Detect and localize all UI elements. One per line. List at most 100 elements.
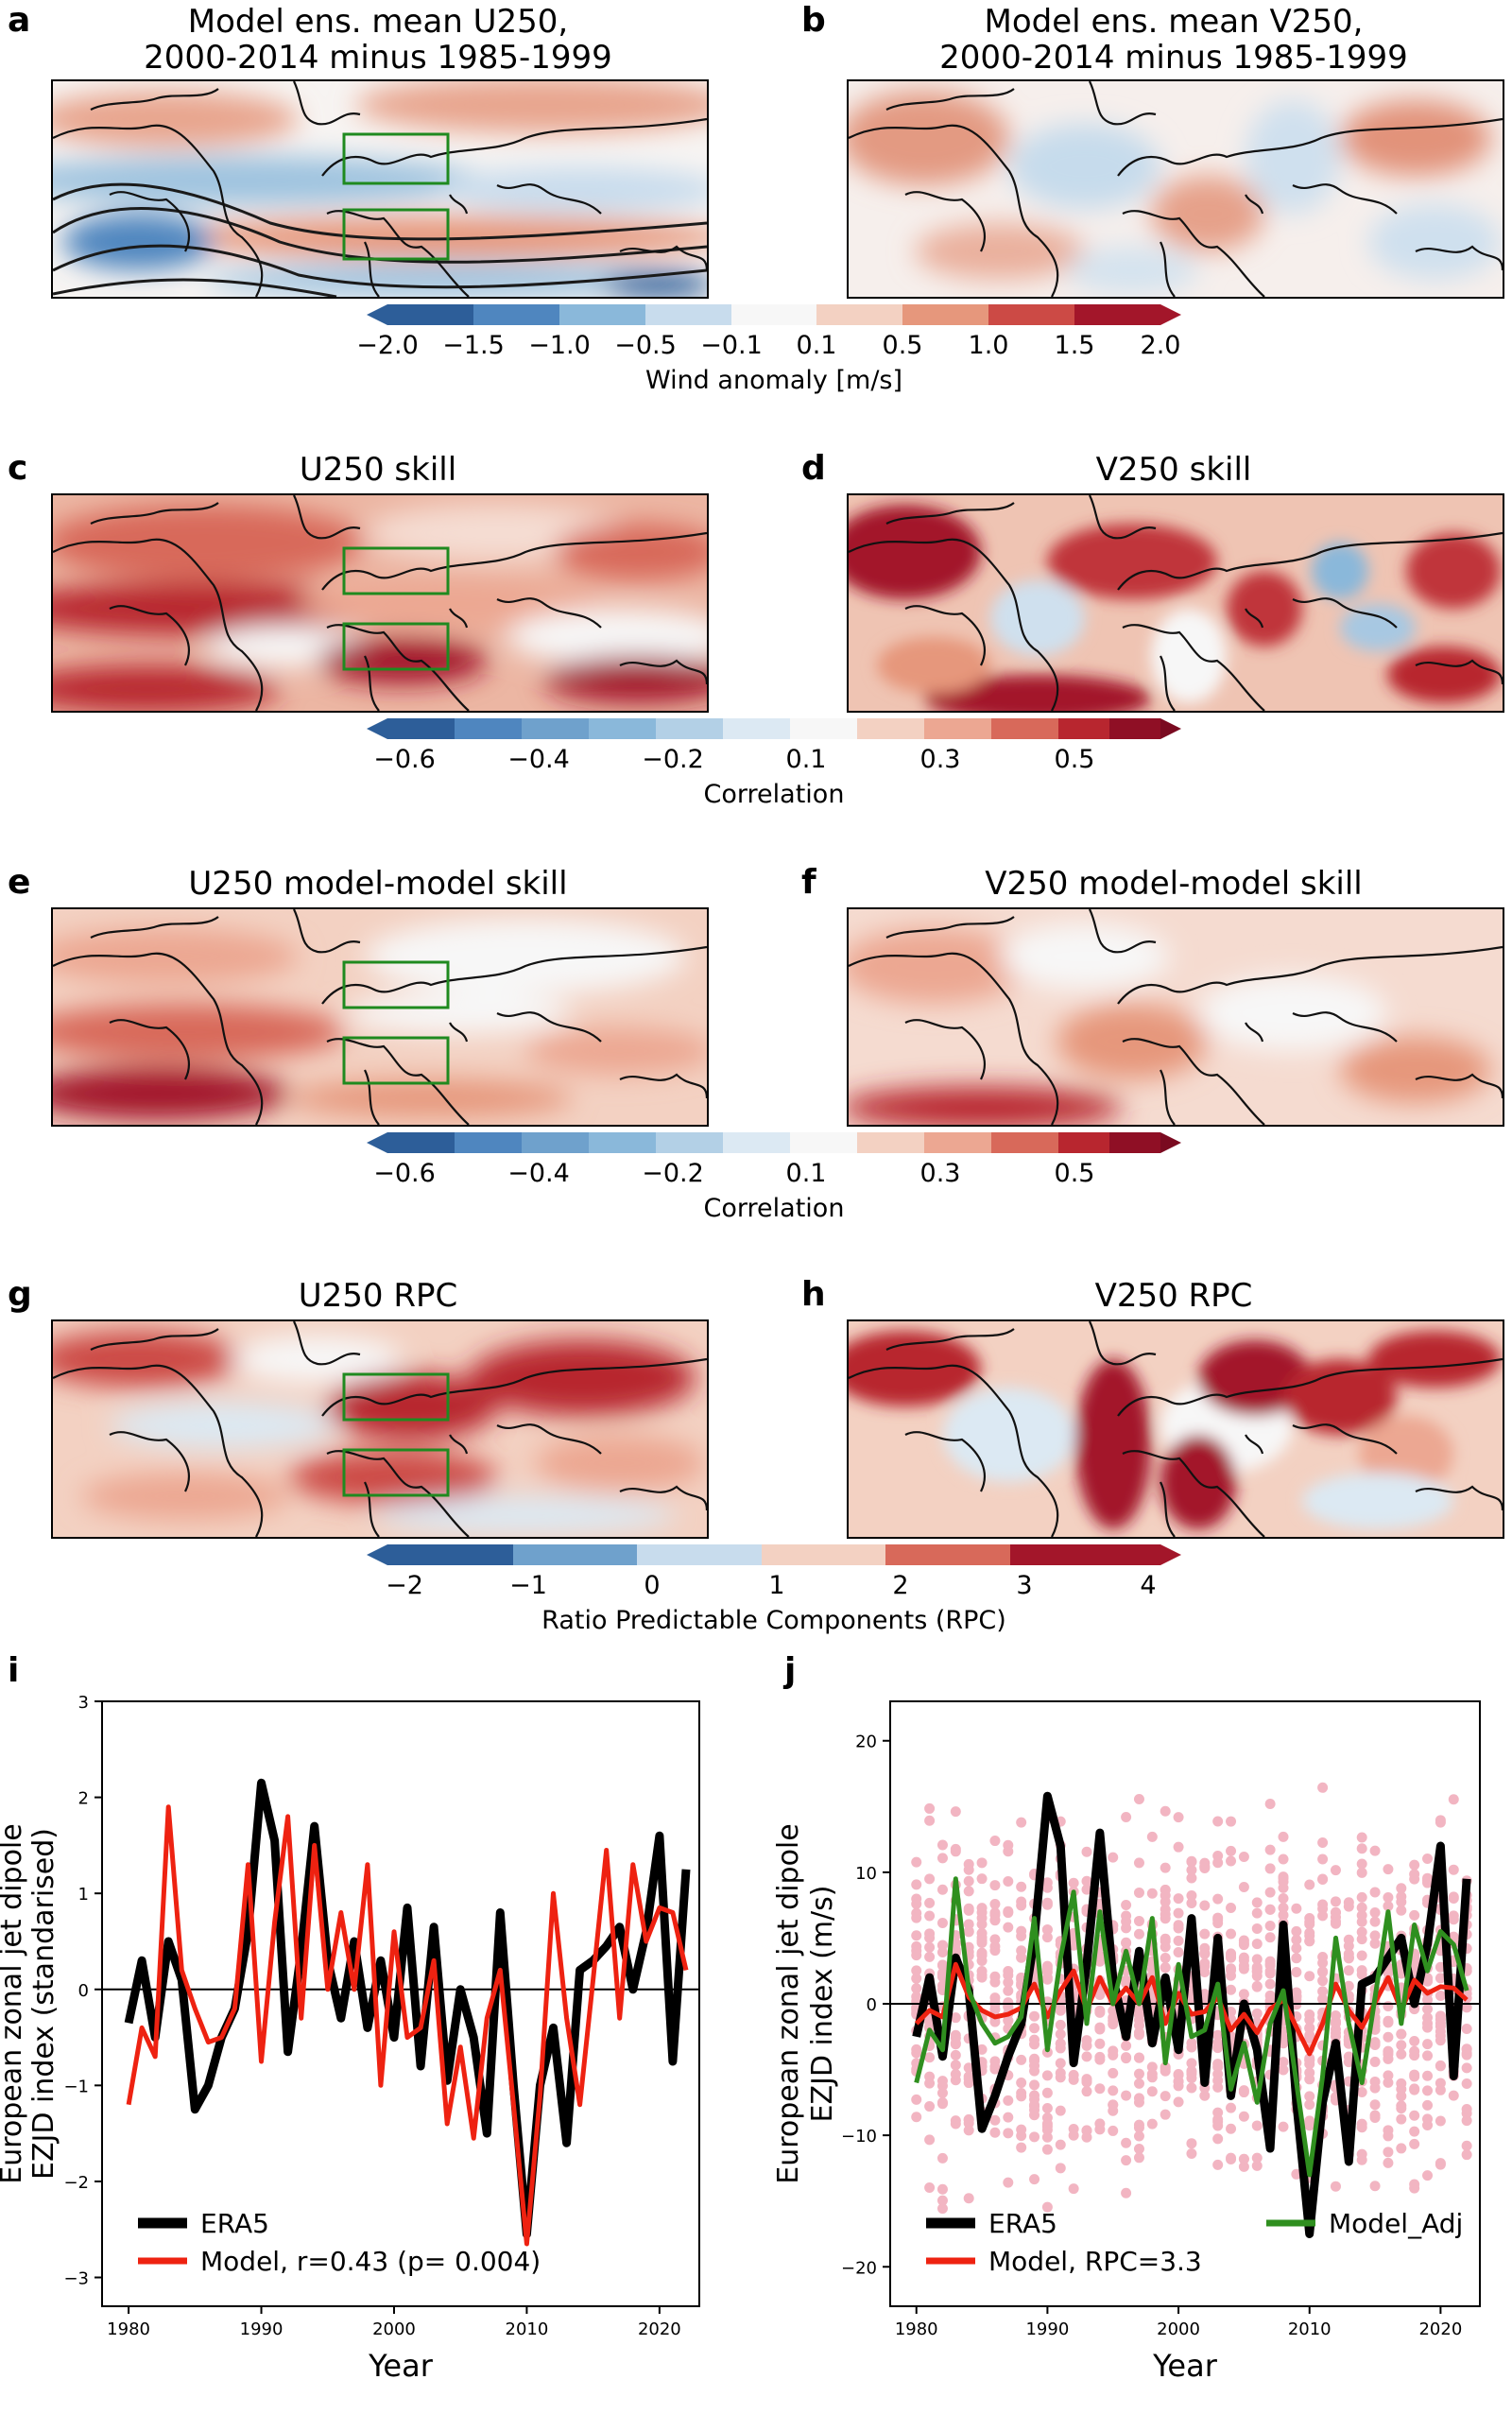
member-point [1068,2074,1079,2085]
member-point [950,2068,961,2079]
member-point [1016,1817,1027,1828]
member-point [1081,2075,1092,2086]
member-point [1317,1904,1329,1915]
member-point [1003,2095,1014,2106]
member-point [1212,2075,1224,2086]
member-point [1199,1989,1211,2000]
member-point [1055,2139,1066,2150]
member-point [1016,2124,1027,2135]
member-point [1291,1987,1302,1998]
member-point [1356,1965,1367,1976]
member-point [1291,1942,1302,1954]
member-point [936,1884,948,1895]
member-point [1409,1909,1420,1921]
member-point [1041,2103,1053,2114]
map-v250-rpc [847,1319,1504,1539]
legend-label-2: Model, RPC=3.3 [988,2246,1202,2277]
member-point [1383,2125,1394,2136]
member-point [1212,2059,1224,2070]
member-point [924,1910,936,1922]
y-axis-label-line1: European zonal jet dipole [772,1823,805,2183]
member-point [1435,2159,1446,2170]
member-point [1251,1965,1263,1976]
member-point [989,2004,1001,2015]
member-point [1396,2103,1407,2114]
member-point [976,1949,988,1960]
member-point [1356,2122,1367,2133]
member-point [1304,2055,1315,2066]
member-point [1422,2050,1434,2061]
member-point [1369,2099,1381,2111]
member-point [1317,1993,1329,2005]
series-line-1 [912,1791,1471,2238]
member-point [1369,2110,1381,2121]
member-point [1133,2119,1144,2130]
member-point [1173,1812,1184,1823]
colorbar-correlation-2-tick: −0.4 [507,1159,570,1188]
colorbar-rpc-tick: 1 [768,1571,785,1600]
member-point [1133,2052,1144,2063]
member-point [1369,2040,1381,2051]
member-point [1422,2004,1434,2015]
member-point [1041,2070,1053,2081]
y-tick-label: 0 [867,1995,877,2015]
member-point [1356,1926,1367,1938]
member-point [1081,2086,1092,2097]
colorbar-correlation-2-tick: 0.1 [785,1159,827,1188]
member-point [1356,1934,1367,1945]
member-point [1422,1872,1434,1884]
member-point [911,1879,922,1890]
y-tick-label: −20 [841,2258,877,2278]
member-point [1226,1984,1237,1995]
member-point [1226,1816,1237,1827]
member-point [1121,2040,1132,2051]
member-point [1041,1899,1053,1910]
member-point [1251,1981,1263,1992]
chart-panel-i: 1980 1990 2000 2010 2020 −3 −2 −1 0 1 2 3 Year Europe… [0,1673,756,2410]
member-point [1396,1883,1407,1894]
member-point [1304,2091,1315,2102]
member-point [1304,2014,1315,2026]
member-point [1133,2152,1144,2164]
member-point [1199,1960,1211,1972]
member-point [1383,2016,1394,2027]
member-point [1016,2054,1027,2065]
member-point [1422,2012,1434,2024]
member-point [1121,2187,1132,2198]
x-tick-label: 1980 [107,2319,150,2339]
member-point [1251,2160,1263,2171]
member-point [1173,2096,1184,2108]
y-tick-label: 2 [78,1789,89,1809]
member-point [1291,1903,1302,1914]
x-tick-label: 1990 [240,2319,284,2339]
member-point [1226,2102,1237,2113]
colorbar-correlation-2-label: Correlation [703,1194,845,1223]
member-point [1094,2118,1106,2129]
y-tick-label: 1 [78,1885,89,1905]
member-point [1186,2068,1197,2079]
y-tick-label: −2 [63,2173,89,2193]
member-point [1435,2078,1446,2089]
member-point [924,1951,936,1962]
member-point [1435,1990,1446,2001]
y-tick-label: 0 [78,1981,89,2001]
member-point [1304,2099,1315,2111]
y-tick-label: 20 [855,1733,877,1752]
map-title-a: Model ens. mean U250, 2000-2014 minus 19… [47,4,709,76]
colorbar-correlation-1-ticks: −0.6 −0.4 −0.2 0.1 0.3 0.5 [367,745,1181,777]
member-point [1029,2079,1040,2091]
member-point [1186,2058,1197,2069]
member-point [1304,2033,1315,2044]
member-point [1121,1812,1132,1823]
member-point [989,1976,1001,1988]
colorbar-correlation-1 [367,718,1181,739]
member-point [1396,2040,1407,2051]
member-point [950,2049,961,2061]
member-point [1278,1892,1289,1904]
member-point [1212,1918,1224,1929]
member-point [1016,2091,1027,2102]
member-point [1369,1938,1381,1949]
member-point [1081,1875,1092,1887]
member-point [1422,2099,1434,2111]
member-point [1278,1854,1289,1865]
